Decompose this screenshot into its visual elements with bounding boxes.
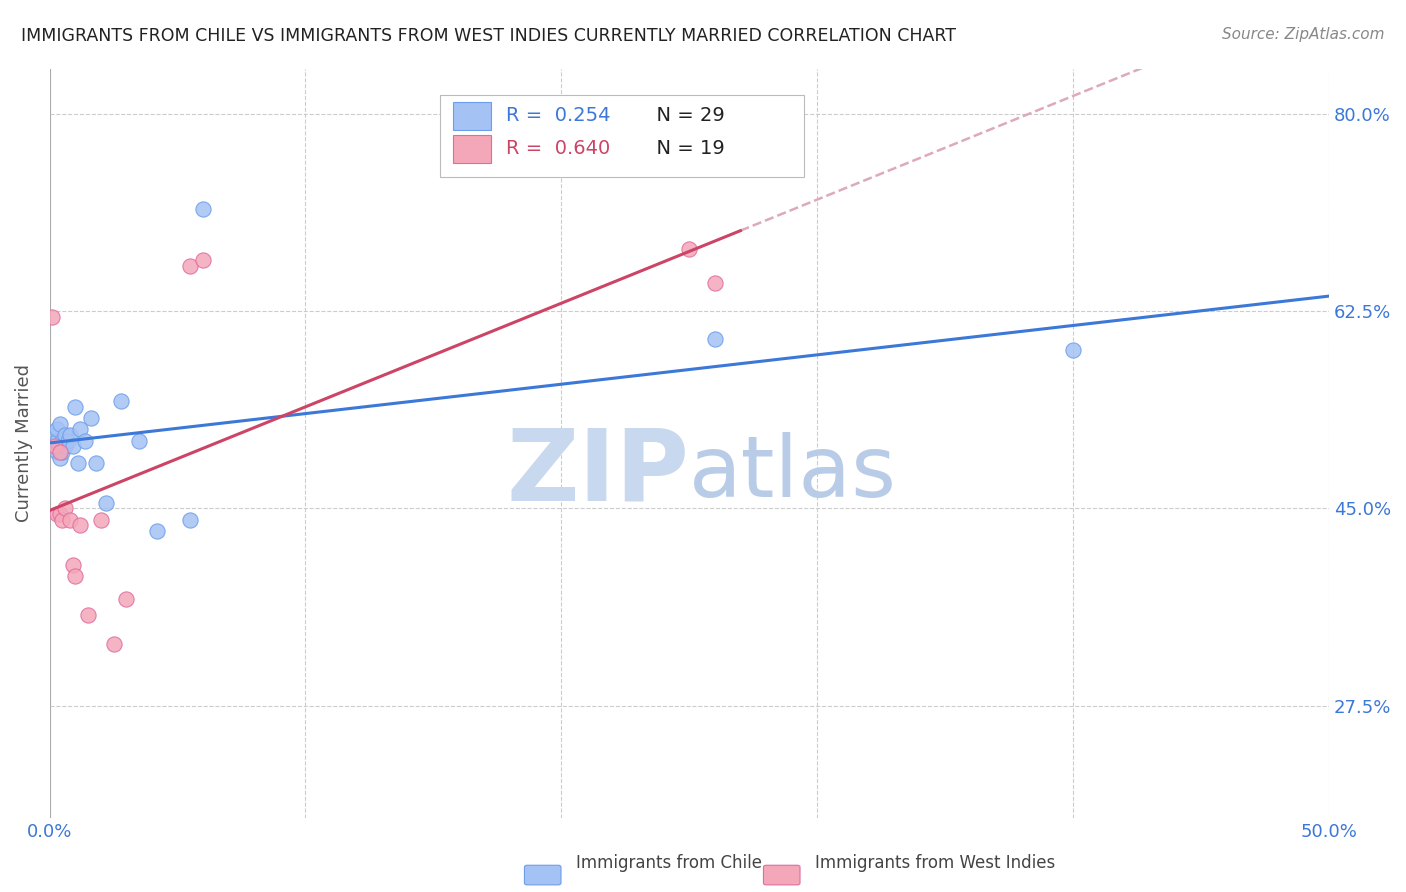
Point xyxy=(77,608,100,623)
Point xyxy=(49,417,72,431)
Text: Immigrants from West Indies: Immigrants from West Indies xyxy=(815,855,1056,872)
FancyBboxPatch shape xyxy=(440,95,804,178)
Point xyxy=(49,445,72,459)
Point xyxy=(44,434,66,448)
Point xyxy=(62,439,84,453)
Point xyxy=(46,434,69,448)
Point xyxy=(41,310,63,324)
Point xyxy=(146,524,169,538)
Text: atlas: atlas xyxy=(689,432,897,515)
Point xyxy=(53,439,76,453)
Text: R =  0.640: R = 0.640 xyxy=(506,139,610,158)
FancyBboxPatch shape xyxy=(453,102,491,130)
Point xyxy=(191,253,214,268)
Point xyxy=(53,501,76,516)
Point xyxy=(56,434,79,448)
Point xyxy=(94,496,117,510)
Point xyxy=(41,439,63,453)
Text: R =  0.254: R = 0.254 xyxy=(506,106,610,125)
Point xyxy=(46,422,69,436)
Point xyxy=(51,434,73,448)
Point xyxy=(678,242,700,256)
Point xyxy=(79,411,101,425)
Text: IMMIGRANTS FROM CHILE VS IMMIGRANTS FROM WEST INDIES CURRENTLY MARRIED CORRELATI: IMMIGRANTS FROM CHILE VS IMMIGRANTS FROM… xyxy=(21,27,956,45)
Point xyxy=(49,450,72,465)
Point xyxy=(49,507,72,521)
Point xyxy=(75,434,97,448)
Point xyxy=(90,513,112,527)
Point xyxy=(66,456,89,470)
Point xyxy=(46,507,69,521)
Point xyxy=(51,513,73,527)
Point xyxy=(84,456,107,470)
Point xyxy=(703,276,725,290)
Point xyxy=(59,428,82,442)
Point xyxy=(59,513,82,527)
Text: N = 29: N = 29 xyxy=(644,106,725,125)
Text: ZIP: ZIP xyxy=(506,425,689,522)
Point xyxy=(65,400,87,414)
Point xyxy=(128,434,150,448)
Point xyxy=(1062,343,1084,358)
Point xyxy=(179,513,201,527)
Point xyxy=(51,445,73,459)
Point xyxy=(115,591,138,606)
Text: Source: ZipAtlas.com: Source: ZipAtlas.com xyxy=(1222,27,1385,42)
Text: Immigrants from Chile: Immigrants from Chile xyxy=(576,855,762,872)
Point xyxy=(103,637,125,651)
Point xyxy=(44,439,66,453)
Point xyxy=(703,332,725,346)
Text: N = 19: N = 19 xyxy=(644,139,725,158)
Point xyxy=(44,428,66,442)
Point xyxy=(69,518,91,533)
Point xyxy=(191,202,214,217)
FancyBboxPatch shape xyxy=(453,135,491,163)
Point xyxy=(62,558,84,572)
Point xyxy=(53,428,76,442)
Point xyxy=(69,422,91,436)
Point xyxy=(179,259,201,273)
Y-axis label: Currently Married: Currently Married xyxy=(15,365,32,523)
Point xyxy=(65,569,87,583)
Point xyxy=(46,445,69,459)
Point xyxy=(110,394,132,409)
